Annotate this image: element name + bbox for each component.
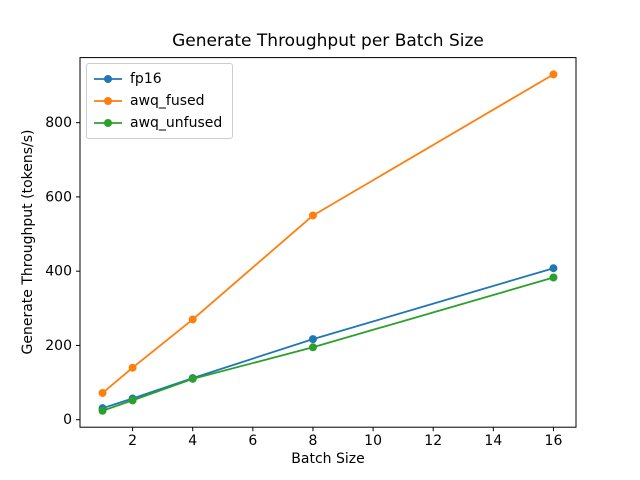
data-point-fp16-batch-16 bbox=[549, 264, 558, 273]
data-point-awq_fused-batch-8 bbox=[308, 211, 317, 220]
legend-item-awq_unfused: awq_unfused bbox=[93, 112, 222, 134]
data-point-awq_unfused-batch-2 bbox=[128, 396, 137, 405]
series-line-awq_unfused bbox=[102, 276, 554, 412]
x-tick-label: 14 bbox=[484, 433, 502, 449]
data-point-awq_fused-batch-2 bbox=[128, 363, 137, 372]
data-point-awq_fused-batch-1 bbox=[98, 388, 107, 397]
axes-frame bbox=[79, 57, 577, 428]
legend-marker-fp16 bbox=[94, 75, 122, 83]
y-tick-label: 600 bbox=[45, 189, 72, 205]
x-tick-label: 8 bbox=[309, 433, 318, 449]
x-tick-label: 10 bbox=[364, 433, 382, 449]
y-tick-label: 800 bbox=[45, 115, 72, 131]
x-axis-label: Batch Size bbox=[291, 451, 365, 467]
legend-marker-awq_fused bbox=[94, 97, 122, 105]
legend-marker-awq_unfused bbox=[94, 119, 122, 127]
legend-item-awq_fused: awq_fused bbox=[93, 90, 222, 112]
data-point-fp16-batch-8 bbox=[308, 335, 317, 344]
y-tick-label: 0 bbox=[63, 412, 72, 428]
y-tick-label: 400 bbox=[45, 264, 72, 280]
data-point-awq_unfused-batch-4 bbox=[188, 374, 197, 383]
x-tick-label: 4 bbox=[188, 433, 197, 449]
data-point-awq_fused-batch-16 bbox=[549, 70, 558, 79]
y-axis-label-text: Generate Throughput (tokens/s) bbox=[20, 129, 36, 355]
legend-label-awq_unfused: awq_unfused bbox=[130, 115, 223, 131]
y-tick-label: 200 bbox=[45, 338, 72, 354]
data-point-awq_unfused-batch-8 bbox=[308, 343, 317, 352]
data-point-awq_unfused-batch-1 bbox=[98, 406, 107, 415]
data-point-awq_unfused-batch-16 bbox=[549, 273, 558, 282]
x-tick-label: 2 bbox=[128, 433, 137, 449]
x-tick-label: 16 bbox=[545, 433, 563, 449]
legend: fp16 awq_fused awq_unfused bbox=[86, 63, 234, 139]
legend-label-fp16: fp16 bbox=[130, 71, 162, 87]
chart-title: Generate Throughput per Batch Size bbox=[172, 31, 484, 51]
data-point-awq_fused-batch-4 bbox=[188, 315, 197, 324]
legend-label-awq_fused: awq_fused bbox=[130, 93, 205, 109]
x-tick-label: 12 bbox=[424, 433, 442, 449]
x-tick-label: 6 bbox=[248, 433, 257, 449]
legend-item-fp16: fp16 bbox=[93, 68, 222, 90]
